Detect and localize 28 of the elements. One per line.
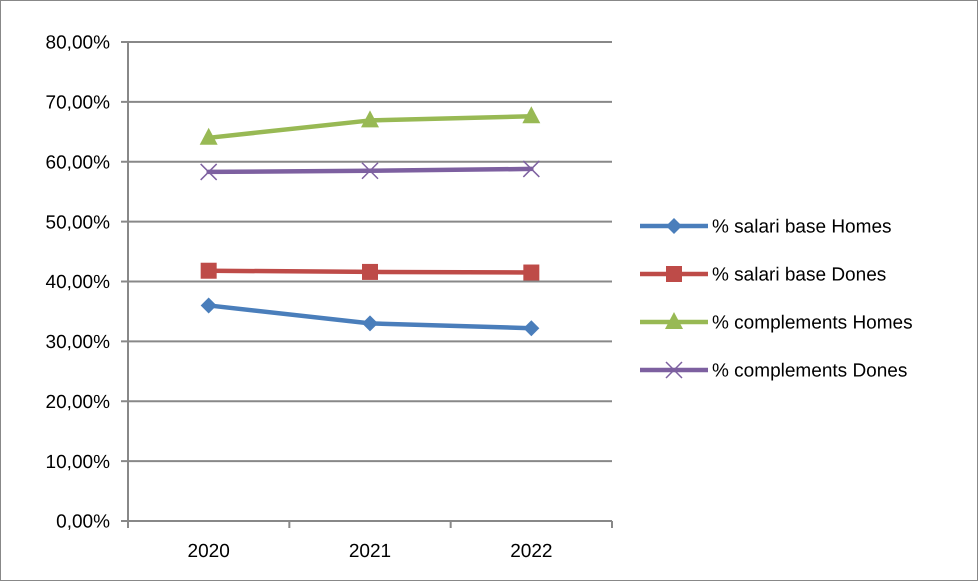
point bbox=[522, 160, 540, 178]
point bbox=[362, 264, 378, 280]
point bbox=[361, 110, 379, 128]
legend-label: % salari base Homes bbox=[712, 216, 892, 238]
y-tick-label: 60,00% bbox=[46, 152, 110, 174]
point bbox=[200, 262, 217, 279]
y-tick-label: 70,00% bbox=[46, 92, 110, 114]
x-tick-label: 2022 bbox=[510, 541, 552, 562]
point bbox=[523, 264, 540, 281]
y-tick-label: 40,00% bbox=[46, 272, 110, 294]
point bbox=[200, 128, 218, 145]
x-tick-label: 2020 bbox=[188, 541, 230, 562]
y-tick-label: 80,00% bbox=[46, 32, 110, 54]
y-tick-label: 0,00% bbox=[56, 512, 110, 533]
point bbox=[522, 106, 540, 124]
point bbox=[200, 163, 218, 181]
x-tick-label: 2021 bbox=[348, 541, 392, 562]
point bbox=[362, 315, 378, 332]
point bbox=[200, 297, 217, 314]
point bbox=[361, 162, 379, 180]
y-tick-label: 10,00% bbox=[46, 452, 110, 473]
legend-label: % salari base Dones bbox=[712, 264, 886, 286]
legend-label: % complements Dones bbox=[712, 360, 908, 382]
legend-label: % complements Homes bbox=[712, 312, 913, 334]
y-tick-label: 30,00% bbox=[46, 332, 110, 354]
y-tick-label: 20,00% bbox=[46, 392, 110, 413]
y-tick-label: 50,00% bbox=[46, 212, 110, 234]
point bbox=[523, 320, 540, 336]
